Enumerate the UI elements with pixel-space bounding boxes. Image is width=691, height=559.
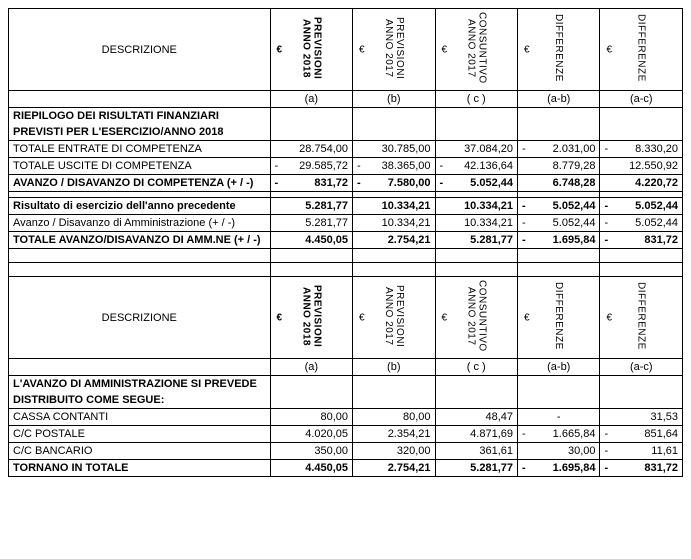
cell: 5.052,44 <box>435 175 517 192</box>
cell: 5.052,44 <box>600 215 683 232</box>
row-label: TOTALE USCITE DI COMPETENZA <box>9 158 271 175</box>
cell: 2.754,21 <box>353 460 435 477</box>
cell: 1.695,84 <box>518 460 600 477</box>
cell: 2.031,00 <box>518 141 600 158</box>
table-row: C/C POSTALE4.020,052.354,214.871,691.665… <box>9 426 683 443</box>
header-col-c: €CONSUNTIVO ANNO 2017 <box>435 277 517 359</box>
cell: 5.281,77 <box>435 460 517 477</box>
header-col-e: €DIFFERENZE <box>600 9 683 91</box>
ref-row-2: (a) (b) ( c ) (a-b) (a-c) <box>9 359 683 376</box>
table-row: TOTALE USCITE DI COMPETENZA29.585,7238.3… <box>9 158 683 175</box>
section2-title-row2: DISTRIBUITO COME SEGUE: <box>9 392 683 409</box>
cell: 11,61 <box>600 443 683 460</box>
financial-table-1: DESCRIZIONE €PREVISIONI ANNO 2018 €PREVI… <box>8 8 683 477</box>
row-label: Avanzo / Disavanzo di Amministrazione (+… <box>9 215 271 232</box>
table-row: TORNANO IN TOTALE4.450,052.754,215.281,7… <box>9 460 683 477</box>
cell: 30,00 <box>518 443 600 460</box>
table-row: AVANZO / DISAVANZO DI COMPETENZA (+ / -)… <box>9 175 683 192</box>
row-label: AVANZO / DISAVANZO DI COMPETENZA (+ / -) <box>9 175 271 192</box>
header-row-2: DESCRIZIONE €PREVISIONI ANNO 2018 €PREVI… <box>9 277 683 359</box>
cell: 31,53 <box>600 409 683 426</box>
header-col-c: €CONSUNTIVO ANNO 2017 <box>435 9 517 91</box>
header-col-d: €DIFFERENZE <box>518 277 600 359</box>
cell: 5.052,44 <box>518 198 600 215</box>
cell: 6.748,28 <box>518 175 600 192</box>
table-row: CASSA CONTANTI80,0080,0048,47-31,53 <box>9 409 683 426</box>
header-row: DESCRIZIONE €PREVISIONI ANNO 2018 €PREVI… <box>9 9 683 91</box>
row-label: Risultato di esercizio dell'anno precede… <box>9 198 271 215</box>
ref-a: (a) <box>270 91 352 108</box>
cell: 30.785,00 <box>353 141 435 158</box>
cell: 80,00 <box>270 409 352 426</box>
header-col-d: €DIFFERENZE <box>518 9 600 91</box>
cell: 831,72 <box>600 232 683 249</box>
row-label: CASSA CONTANTI <box>9 409 271 426</box>
cell: 2.354,21 <box>353 426 435 443</box>
cell: 10.334,21 <box>353 215 435 232</box>
header-desc: DESCRIZIONE <box>9 277 271 359</box>
cell: 5.281,77 <box>270 198 352 215</box>
ref-e: (a-c) <box>600 91 683 108</box>
cell: 80,00 <box>353 409 435 426</box>
ref-row: (a) (b) ( c ) (a-b) (a-c) <box>9 91 683 108</box>
header-desc: DESCRIZIONE <box>9 9 271 91</box>
cell: 4.871,69 <box>435 426 517 443</box>
cell: 5.281,77 <box>270 215 352 232</box>
cell: 12.550,92 <box>600 158 683 175</box>
cell: 38.365,00 <box>353 158 435 175</box>
cell: 48,47 <box>435 409 517 426</box>
cell: 1.695,84 <box>518 232 600 249</box>
cell: 831,72 <box>270 175 352 192</box>
cell: 10.334,21 <box>435 198 517 215</box>
cell: - <box>518 409 600 426</box>
row-label: TORNANO IN TOTALE <box>9 460 271 477</box>
cell: 2.754,21 <box>353 232 435 249</box>
row-label: TOTALE AVANZO/DISAVANZO DI AMM.NE (+ / -… <box>9 232 271 249</box>
cell: 4.450,05 <box>270 232 352 249</box>
cell: 350,00 <box>270 443 352 460</box>
section1-title-row2: PREVISTI PER L'ESERCIZIO/ANNO 2018 <box>9 124 683 141</box>
table-row: Avanzo / Disavanzo di Amministrazione (+… <box>9 215 683 232</box>
header-col-b: €PREVISIONI ANNO 2017 <box>353 277 435 359</box>
cell: 4.220,72 <box>600 175 683 192</box>
table-row: C/C BANCARIO350,00320,00361,6130,0011,61 <box>9 443 683 460</box>
table-row: TOTALE ENTRATE DI COMPETENZA28.754,0030.… <box>9 141 683 158</box>
cell: 5.281,77 <box>435 232 517 249</box>
header-col-a: €PREVISIONI ANNO 2018 <box>270 277 352 359</box>
cell: 831,72 <box>600 460 683 477</box>
cell: 28.754,00 <box>270 141 352 158</box>
cell: 5.052,44 <box>600 198 683 215</box>
cell: 10.334,21 <box>353 198 435 215</box>
ref-b: (b) <box>353 91 435 108</box>
table-row: TOTALE AVANZO/DISAVANZO DI AMM.NE (+ / -… <box>9 232 683 249</box>
row-label: C/C POSTALE <box>9 426 271 443</box>
cell: 29.585,72 <box>270 158 352 175</box>
cell: 7.580,00 <box>353 175 435 192</box>
section1-title-row1: RIEPILOGO DEI RISULTATI FINANZIARI <box>9 108 683 125</box>
header-col-b: €PREVISIONI ANNO 2017 <box>353 9 435 91</box>
ref-c: ( c ) <box>435 91 517 108</box>
row-label: TOTALE ENTRATE DI COMPETENZA <box>9 141 271 158</box>
section2-title-row1: L'AVANZO DI AMMINISTRAZIONE SI PREVEDE <box>9 376 683 393</box>
row-label: C/C BANCARIO <box>9 443 271 460</box>
cell: 851,64 <box>600 426 683 443</box>
cell: 4.450,05 <box>270 460 352 477</box>
cell: 5.052,44 <box>518 215 600 232</box>
cell: 37.084,20 <box>435 141 517 158</box>
cell: 42.136,64 <box>435 158 517 175</box>
table-row: Risultato di esercizio dell'anno precede… <box>9 198 683 215</box>
header-col-e: €DIFFERENZE <box>600 277 683 359</box>
cell: 10.334,21 <box>435 215 517 232</box>
cell: 1.665,84 <box>518 426 600 443</box>
cell: 361,61 <box>435 443 517 460</box>
cell: 8.779,28 <box>518 158 600 175</box>
ref-d: (a-b) <box>518 91 600 108</box>
cell: 4.020,05 <box>270 426 352 443</box>
cell: 320,00 <box>353 443 435 460</box>
header-col-a: €PREVISIONI ANNO 2018 <box>270 9 352 91</box>
cell: 8.330,20 <box>600 141 683 158</box>
